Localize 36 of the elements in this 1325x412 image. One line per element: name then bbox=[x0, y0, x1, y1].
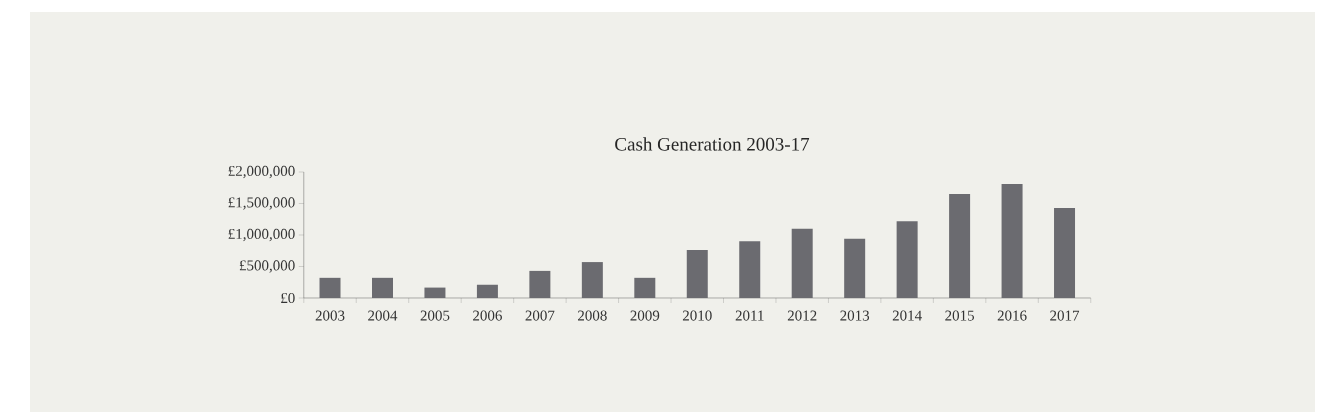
x-tick-label: 2015 bbox=[945, 310, 975, 321]
x-tick-label: 2010 bbox=[682, 310, 712, 321]
bar bbox=[581, 262, 603, 298]
x-tick-label: 2014 bbox=[892, 310, 922, 321]
x-tick-label: 2017 bbox=[1050, 310, 1080, 321]
bar bbox=[424, 287, 446, 298]
bar bbox=[844, 238, 866, 298]
x-tick-label: 2007 bbox=[525, 310, 555, 321]
y-tick-label: £0 bbox=[281, 292, 295, 304]
bar bbox=[739, 241, 761, 298]
y-tick-label: £2,000,000 bbox=[228, 165, 295, 179]
x-tick-label: 2009 bbox=[630, 310, 660, 321]
bar bbox=[896, 221, 918, 298]
bar bbox=[476, 284, 498, 298]
bar bbox=[1054, 207, 1076, 298]
x-tick-label: 2004 bbox=[368, 310, 398, 321]
x-tick-label: 2016 bbox=[997, 310, 1027, 321]
x-tick-label: 2013 bbox=[840, 310, 870, 321]
y-tick-label: £1,500,000 bbox=[228, 197, 295, 210]
bar bbox=[634, 277, 656, 298]
y-tick-label: £500,000 bbox=[239, 260, 295, 273]
y-tick-label: £1,000,000 bbox=[228, 228, 295, 242]
x-tick-label: 2011 bbox=[735, 310, 764, 321]
bar bbox=[529, 270, 551, 298]
x-tick-label: 2005 bbox=[420, 310, 450, 321]
chart-title: Cash Generation 2003-17 bbox=[615, 137, 810, 151]
bar bbox=[1001, 183, 1023, 298]
x-tick-label: 2012 bbox=[787, 310, 817, 321]
x-tick-label: 2008 bbox=[578, 310, 607, 321]
bar bbox=[949, 194, 971, 298]
x-tick-label: 2006 bbox=[473, 310, 502, 321]
bar bbox=[319, 277, 341, 298]
bar bbox=[371, 277, 393, 298]
x-tick-label: 2003 bbox=[315, 310, 345, 321]
bar bbox=[686, 250, 708, 298]
bar bbox=[791, 228, 813, 298]
